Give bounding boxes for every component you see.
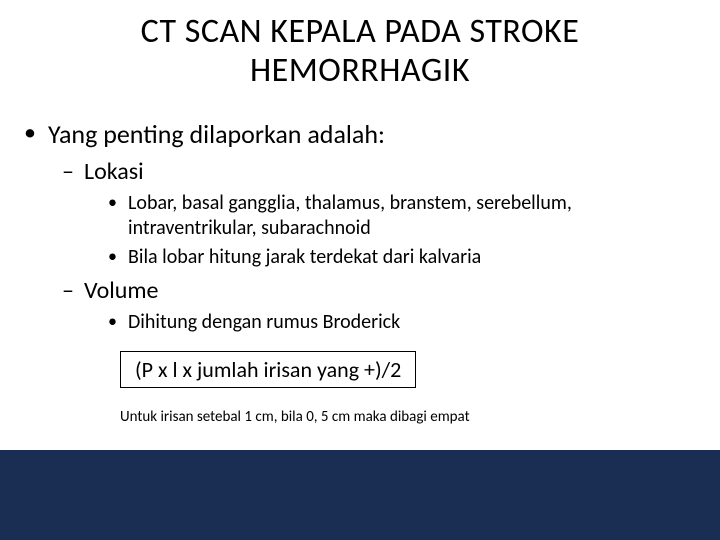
- formula-box: (P x l x jumlah irisan yang +)/2: [120, 351, 416, 388]
- bullet-list-level2: Lokasi Lobar, basal gangglia, thalamus, …: [48, 157, 700, 335]
- slide-title: CT SCAN KEPALA PADA STROKE HEMORRHAGIK: [40, 12, 680, 90]
- bullet-item: Yang penting dilaporkan adalah: Lokasi L…: [20, 118, 700, 335]
- bullet-item: Volume Dihitung dengan rumus Broderick: [48, 276, 700, 335]
- slide-content: Yang penting dilaporkan adalah: Lokasi L…: [0, 108, 720, 450]
- bullet-text: Lokasi: [84, 157, 144, 186]
- bullet-item: Lokasi Lobar, basal gangglia, thalamus, …: [48, 157, 700, 270]
- bullet-text: Lobar, basal gangglia, thalamus, branste…: [128, 191, 572, 240]
- bullet-item: Bila lobar hitung jarak terdekat dari ka…: [84, 245, 700, 270]
- bullet-list-level3: Dihitung dengan rumus Broderick: [84, 310, 700, 335]
- slide: CT SCAN KEPALA PADA STROKE HEMORRHAGIK Y…: [0, 0, 720, 540]
- bullet-text: Bila lobar hitung jarak terdekat dari ka…: [128, 245, 481, 269]
- bullet-list-level3: Lobar, basal gangglia, thalamus, branste…: [84, 191, 700, 270]
- bullet-text: Volume: [84, 276, 159, 305]
- footnote-text: Untuk irisan setebal 1 cm, bila 0, 5 cm …: [120, 408, 700, 426]
- bullet-text: Yang penting dilaporkan adalah:: [48, 118, 385, 150]
- bullet-list-level1: Yang penting dilaporkan adalah: Lokasi L…: [20, 118, 700, 335]
- bullet-text: Dihitung dengan rumus Broderick: [128, 310, 400, 334]
- formula-container: (P x l x jumlah irisan yang +)/2: [120, 351, 700, 388]
- title-block: CT SCAN KEPALA PADA STROKE HEMORRHAGIK: [0, 0, 720, 108]
- bullet-item: Dihitung dengan rumus Broderick: [84, 310, 700, 335]
- bullet-item: Lobar, basal gangglia, thalamus, branste…: [84, 191, 700, 241]
